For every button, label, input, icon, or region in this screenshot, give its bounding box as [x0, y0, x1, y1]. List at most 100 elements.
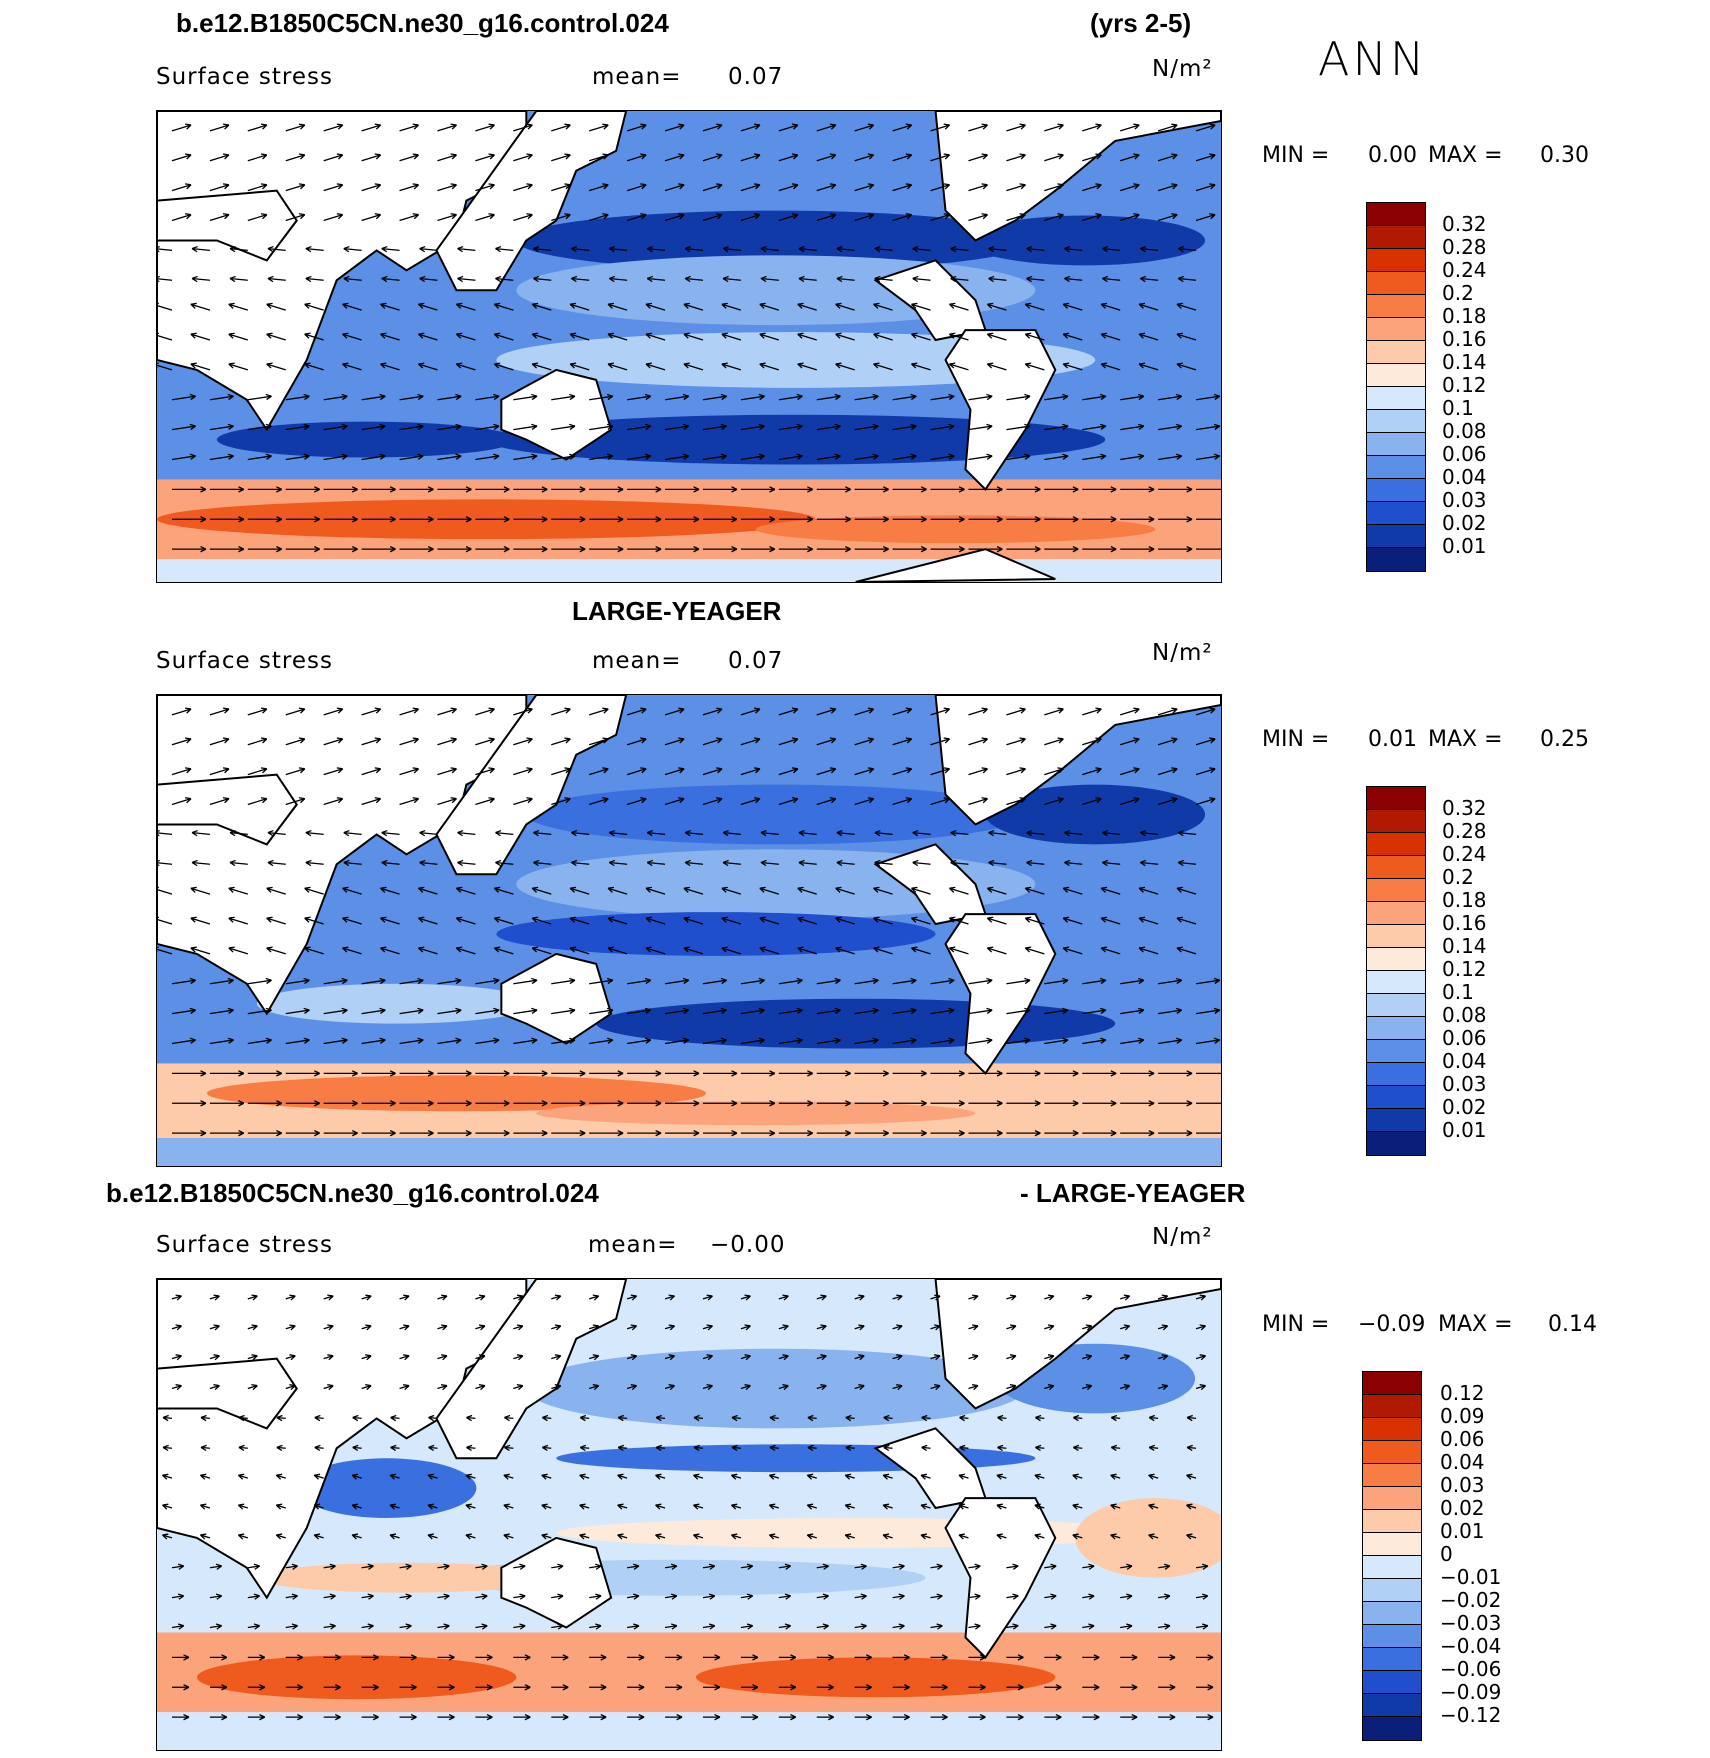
colorbar-swatch: [1363, 1533, 1421, 1556]
colorbar-swatch: [1367, 295, 1425, 318]
colorbar-swatch: [1363, 1464, 1421, 1487]
colorbar-swatch: [1367, 1086, 1425, 1109]
colorbar-swatch: [1363, 1625, 1421, 1648]
colorbar-tick-label: 0.28: [1442, 819, 1487, 843]
panel1-continents: [157, 111, 1221, 582]
colorbar-swatch: [1367, 272, 1425, 295]
colorbar-tick-label: 0.04: [1442, 465, 1487, 489]
colorbar-tick-label: 0.28: [1442, 235, 1487, 259]
panel2-min-label: MIN =: [1262, 727, 1330, 752]
colorbar-swatch: [1363, 1648, 1421, 1671]
colorbar-tick-label: 0.01: [1442, 1118, 1487, 1142]
colorbar-swatch: [1367, 833, 1425, 856]
colorbar-tick-label: 0.32: [1442, 212, 1487, 236]
colorbar-swatch: [1367, 341, 1425, 364]
colorbar-swatch: [1367, 1132, 1425, 1155]
colorbar-tick-label: 0.06: [1442, 442, 1487, 466]
panel3-units: N/m²: [1152, 1224, 1213, 1250]
colorbar-swatch: [1363, 1579, 1421, 1602]
panel3-title-right: - LARGE-YEAGER: [1020, 1178, 1246, 1208]
colorbar-swatch: [1367, 902, 1425, 925]
panel2-mean-value: 0.07: [728, 648, 784, 674]
colorbar-tick-label: −0.12: [1440, 1703, 1502, 1727]
panel3-min-label: MIN =: [1262, 1312, 1330, 1337]
colorbar-tick-label: 0.01: [1440, 1519, 1485, 1543]
colorbar-swatch: [1363, 1372, 1421, 1395]
panel2-max-label: MAX =: [1428, 727, 1503, 752]
panel3-variable: Surface stress: [156, 1232, 333, 1258]
colorbar-tick-label: 0.24: [1442, 842, 1487, 866]
panel3-max-label: MAX =: [1438, 1312, 1513, 1337]
panel3-colorbar-ticks: 0.12 0.09 0.06 0.04 0.03 0.02 0.01 0 −0.01 −0.02−…: [1440, 1382, 1501, 1727]
colorbar-tick-label: 0.09: [1440, 1404, 1485, 1428]
colorbar-swatch: [1363, 1487, 1421, 1510]
colorbar-swatch: [1363, 1510, 1421, 1533]
colorbar-tick-label: 0.14: [1442, 350, 1487, 374]
colorbar-tick-label: 0.12: [1442, 373, 1487, 397]
panel2-mean-label: mean=: [592, 648, 682, 674]
panel1-max-value: 0.30: [1540, 143, 1589, 168]
panel3-min-value: −0.09: [1358, 1312, 1426, 1337]
panel3-mean-value: −0.00: [710, 1232, 786, 1258]
panel1-max-label: MAX =: [1428, 143, 1503, 168]
colorbar-tick-label: 0.2: [1442, 281, 1474, 305]
panel1-colorbar-ticks: 0.32 0.28 0.24 0.2 0.18 0.16 0.14 0.12 0.1 0.08 0.…: [1442, 213, 1487, 558]
colorbar-tick-label: 0.02: [1440, 1496, 1485, 1520]
colorbar-swatch: [1367, 856, 1425, 879]
colorbar-swatch: [1367, 364, 1425, 387]
colorbar-swatch: [1367, 249, 1425, 272]
colorbar-swatch: [1363, 1694, 1421, 1717]
colorbar-swatch: [1367, 810, 1425, 833]
colorbar-tick-label: 0.02: [1442, 1095, 1487, 1119]
colorbar-tick-label: 0.04: [1442, 1049, 1487, 1073]
colorbar-tick-label: 0.1: [1442, 396, 1474, 420]
colorbar-tick-label: 0.16: [1442, 327, 1487, 351]
colorbar-tick-label: 0.24: [1442, 258, 1487, 282]
colorbar-swatch: [1367, 387, 1425, 410]
colorbar-tick-label: 0.1: [1442, 980, 1474, 1004]
colorbar-swatch: [1367, 479, 1425, 502]
stress-vectors: [161, 1294, 1214, 1721]
panel2-min-value: 0.01: [1368, 727, 1417, 752]
colorbar-swatch: [1367, 456, 1425, 479]
panel2-colorbar-ticks: 0.32 0.28 0.24 0.2 0.18 0.16 0.14 0.12 0.1 0.08 0.…: [1442, 797, 1487, 1142]
colorbar-swatch: [1367, 787, 1425, 810]
colorbar-tick-label: −0.01: [1440, 1565, 1502, 1589]
panel1-map: [156, 110, 1222, 583]
panel2-max-value: 0.25: [1540, 727, 1589, 752]
panel3-map: [156, 1278, 1222, 1751]
panel3-map-svg: [157, 1279, 1221, 1750]
colorbar-tick-label: 0.03: [1440, 1473, 1485, 1497]
colorbar-swatch: [1367, 318, 1425, 341]
colorbar-swatch: [1363, 1395, 1421, 1418]
colorbar-swatch: [1363, 1671, 1421, 1694]
colorbar-tick-label: 0.12: [1440, 1381, 1485, 1405]
colorbar-swatch: [1363, 1441, 1421, 1464]
panel2-title: LARGE-YEAGER: [572, 596, 782, 626]
colorbar-swatch: [1363, 1556, 1421, 1579]
colorbar-tick-label: −0.03: [1440, 1611, 1502, 1635]
colorbar-swatch: [1367, 433, 1425, 456]
colorbar-swatch: [1367, 525, 1425, 548]
panel2-map-svg: [157, 695, 1221, 1166]
colorbar-tick-label: 0.01: [1442, 534, 1487, 558]
colorbar-swatch: [1367, 925, 1425, 948]
years-label: (yrs 2-5): [1090, 8, 1192, 38]
panel3-colorbar: [1362, 1371, 1422, 1741]
colorbar-tick-label: 0.32: [1442, 796, 1487, 820]
stress-vectors: [157, 707, 1221, 1137]
colorbar-swatch: [1367, 548, 1425, 571]
colorbar-swatch: [1367, 1063, 1425, 1086]
colorbar-tick-label: 0.03: [1442, 488, 1487, 512]
colorbar-tick-label: 0.16: [1442, 911, 1487, 935]
colorbar-tick-label: −0.02: [1440, 1588, 1502, 1612]
panel1-min-value: 0.00: [1368, 143, 1417, 168]
colorbar-swatch: [1367, 948, 1425, 971]
panel2-map: [156, 694, 1222, 1167]
colorbar-tick-label: −0.04: [1440, 1634, 1502, 1658]
colorbar-tick-label: 0.08: [1442, 1003, 1487, 1027]
colorbar-swatch: [1367, 502, 1425, 525]
colorbar-tick-label: 0.03: [1442, 1072, 1487, 1096]
colorbar-tick-label: 0.14: [1442, 934, 1487, 958]
panel1-mean-label: mean=: [592, 64, 682, 90]
